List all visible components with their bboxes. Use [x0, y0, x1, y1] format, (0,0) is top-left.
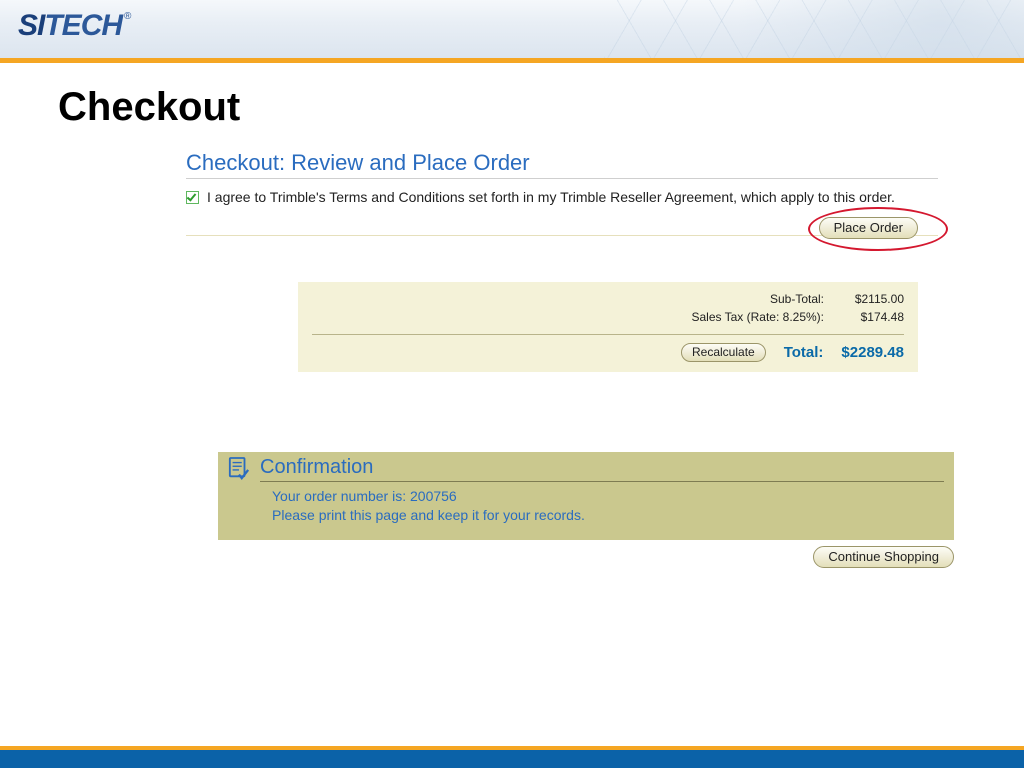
- place-order-row: Place Order: [186, 221, 938, 236]
- logo-trademark: ®: [124, 11, 131, 22]
- total-row: Recalculate Total: $2289.48: [312, 334, 904, 362]
- footer-blue-bar: [0, 750, 1024, 768]
- agree-text: I agree to Trimble's Terms and Condition…: [207, 189, 895, 205]
- tax-row: Sales Tax (Rate: 8.25%): $174.48: [312, 310, 904, 324]
- continue-row: Continue Shopping: [218, 546, 954, 568]
- header-decoration: [604, 0, 1024, 58]
- order-number-line: Your order number is: 200756: [272, 488, 944, 504]
- agree-checkbox[interactable]: [186, 191, 199, 204]
- continue-shopping-button[interactable]: Continue Shopping: [813, 546, 954, 568]
- total-label: Total:: [784, 344, 824, 361]
- confirmation-header: Confirmation: [218, 452, 954, 482]
- logo-part1: SI: [18, 9, 44, 43]
- totals-panel: Sub-Total: $2115.00 Sales Tax (Rate: 8.2…: [298, 282, 918, 372]
- tax-value: $174.48: [840, 310, 904, 324]
- page-title: Checkout: [58, 85, 1024, 130]
- header-banner: SI TECH ®: [0, 0, 1024, 58]
- review-order-panel: Checkout: Review and Place Order I agree…: [186, 150, 938, 236]
- agree-terms-row: I agree to Trimble's Terms and Condition…: [186, 189, 938, 205]
- confirmation-title: Confirmation: [260, 456, 944, 482]
- confirmation-body: Your order number is: 200756 Please prin…: [218, 482, 954, 540]
- review-heading: Checkout: Review and Place Order: [186, 150, 938, 179]
- tax-label: Sales Tax (Rate: 8.25%):: [684, 310, 824, 324]
- print-instruction-line: Please print this page and keep it for y…: [272, 507, 944, 523]
- confirmation-panel: Confirmation Your order number is: 20075…: [218, 452, 954, 568]
- subtotal-row: Sub-Total: $2115.00: [312, 292, 904, 306]
- logo-part2: TECH: [44, 9, 122, 43]
- document-check-icon: [228, 456, 250, 482]
- sitech-logo: SI TECH ®: [18, 9, 131, 43]
- place-order-button[interactable]: Place Order: [819, 217, 918, 239]
- header-orange-divider: [0, 58, 1024, 63]
- recalculate-button[interactable]: Recalculate: [681, 343, 766, 362]
- subtotal-label: Sub-Total:: [684, 292, 824, 306]
- subtotal-value: $2115.00: [840, 292, 904, 306]
- total-value: $2289.48: [841, 344, 904, 361]
